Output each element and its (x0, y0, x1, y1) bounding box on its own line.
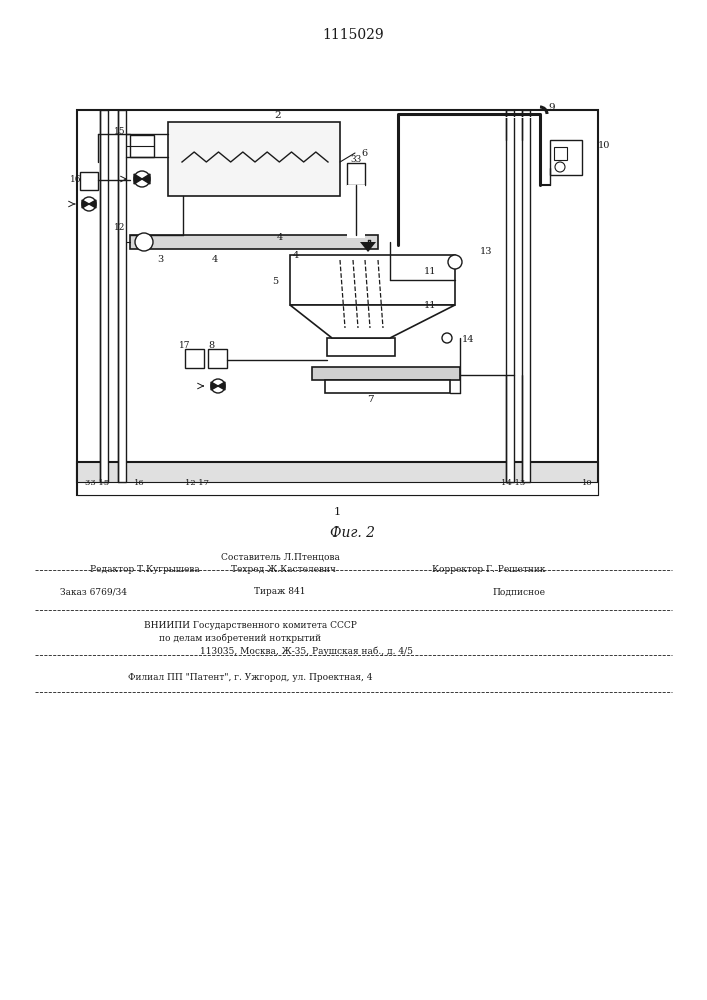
Text: Заказ 6769/34: Заказ 6769/34 (60, 587, 127, 596)
Bar (77, 110, 598, 482)
Bar (554, 147, 567, 160)
Text: 10: 10 (583, 479, 593, 487)
Polygon shape (211, 382, 218, 390)
Text: Корректор Г. Решетник: Корректор Г. Решетник (432, 566, 545, 574)
Text: Подписное: Подписное (492, 587, 545, 596)
Text: Тираж 841: Тираж 841 (255, 587, 305, 596)
Bar (327, 338, 395, 356)
Text: Фиг. 2: Фиг. 2 (330, 526, 375, 540)
Text: 1115029: 1115029 (322, 28, 384, 42)
Bar (290, 255, 455, 305)
Text: 4: 4 (293, 250, 299, 259)
Text: 1: 1 (334, 507, 341, 517)
Text: 4: 4 (277, 233, 283, 242)
Circle shape (134, 171, 150, 187)
Text: 11: 11 (423, 300, 436, 310)
Circle shape (135, 233, 153, 251)
Bar (208, 349, 227, 368)
Bar (168, 122, 340, 196)
Text: 4: 4 (212, 254, 218, 263)
Polygon shape (218, 382, 225, 390)
Bar (118, 110, 126, 482)
Bar (80, 172, 98, 190)
Polygon shape (134, 174, 142, 184)
Bar (130, 135, 154, 157)
Text: Филиал ПП "Патент", г. Ужгород, ул. Проектная, 4: Филиал ПП "Патент", г. Ужгород, ул. Прое… (128, 672, 373, 682)
Text: 7: 7 (367, 395, 373, 404)
Text: 12: 12 (115, 223, 126, 232)
Text: 16: 16 (134, 479, 144, 487)
Text: ВНИИПИ Государственного комитета СССР: ВНИИПИ Государственного комитета СССР (144, 620, 356, 630)
Text: Составитель Л.Птенцова: Составитель Л.Птенцова (221, 552, 339, 562)
Text: 2: 2 (275, 110, 281, 119)
Bar (312, 367, 460, 380)
Text: 16: 16 (70, 176, 81, 184)
Text: 15: 15 (115, 127, 126, 136)
Text: 14: 14 (462, 336, 474, 344)
Text: 6: 6 (361, 148, 367, 157)
Polygon shape (290, 305, 455, 338)
Text: 14 13: 14 13 (501, 479, 525, 487)
Text: 10: 10 (598, 140, 610, 149)
Bar (347, 163, 365, 185)
Bar (522, 110, 530, 482)
Text: 9: 9 (549, 104, 555, 112)
Bar (77, 462, 598, 495)
Polygon shape (89, 200, 96, 208)
Text: 17: 17 (180, 340, 191, 350)
Circle shape (211, 379, 225, 393)
Circle shape (82, 197, 96, 211)
Text: 33 15: 33 15 (85, 479, 109, 487)
Text: 5: 5 (272, 277, 278, 286)
Polygon shape (82, 200, 89, 208)
Bar (325, 380, 450, 393)
Text: Редактор Т.Кугрышева: Редактор Т.Кугрышева (90, 566, 200, 574)
Text: 12 17: 12 17 (185, 479, 209, 487)
Bar (100, 110, 108, 482)
Text: 33: 33 (351, 155, 361, 164)
Polygon shape (360, 242, 376, 252)
Bar (77, 482, 598, 495)
Text: 3: 3 (157, 254, 163, 263)
Circle shape (555, 162, 565, 172)
Circle shape (442, 333, 452, 343)
Bar (185, 349, 204, 368)
Polygon shape (142, 174, 150, 184)
Text: 11: 11 (423, 267, 436, 276)
Text: Техред Ж.Кастелевич: Техред Ж.Кастелевич (230, 566, 335, 574)
Bar (347, 185, 365, 238)
Bar (550, 140, 582, 175)
Text: 13: 13 (480, 247, 493, 256)
Bar (506, 110, 514, 482)
Bar (130, 235, 378, 249)
Text: 8: 8 (208, 340, 214, 350)
Circle shape (448, 255, 462, 269)
Text: по делам изобретений ноткрытий: по делам изобретений ноткрытий (159, 633, 321, 643)
Text: 113035, Москва, Ж-35, Раушская наб., д. 4/5: 113035, Москва, Ж-35, Раушская наб., д. … (200, 646, 413, 656)
